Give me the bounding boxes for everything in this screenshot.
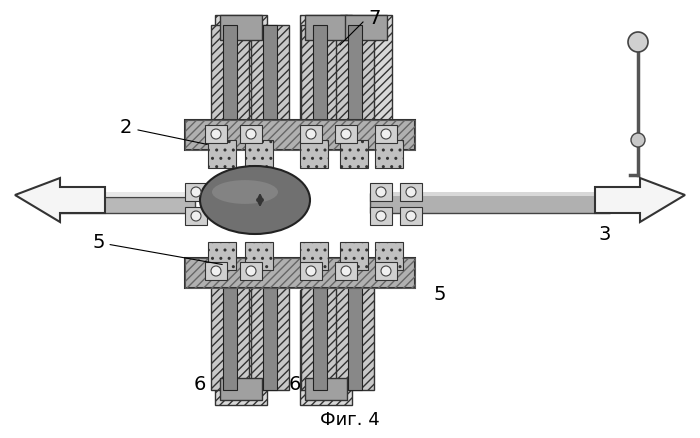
Bar <box>215 15 267 130</box>
Bar <box>251 25 289 130</box>
Text: 6: 6 <box>194 375 206 395</box>
Bar <box>348 270 362 390</box>
Bar <box>185 120 415 150</box>
Bar <box>185 258 415 288</box>
Bar <box>245 242 273 270</box>
Circle shape <box>376 187 386 197</box>
Text: 6: 6 <box>289 375 301 395</box>
Bar <box>300 140 328 168</box>
Text: 5: 5 <box>434 286 447 304</box>
Bar <box>208 242 236 270</box>
Bar <box>301 25 339 130</box>
Circle shape <box>631 133 645 147</box>
Bar <box>208 140 236 168</box>
Circle shape <box>406 211 416 221</box>
Text: 3: 3 <box>598 226 611 244</box>
Bar <box>205 125 227 143</box>
Bar <box>336 270 374 390</box>
Circle shape <box>341 266 351 276</box>
Bar <box>370 192 610 196</box>
Bar <box>55 197 195 213</box>
Circle shape <box>406 187 416 197</box>
Bar <box>400 207 422 225</box>
Bar <box>313 25 327 130</box>
Bar <box>345 15 387 40</box>
Bar <box>375 242 403 270</box>
Bar <box>375 140 403 168</box>
Bar <box>336 25 374 130</box>
Bar <box>375 125 397 143</box>
Bar <box>375 262 397 280</box>
Bar <box>340 242 368 270</box>
Bar <box>240 125 262 143</box>
Bar <box>370 193 610 213</box>
Bar <box>605 187 623 213</box>
Bar <box>335 262 357 280</box>
Circle shape <box>306 266 316 276</box>
Bar <box>220 378 262 400</box>
Bar <box>220 15 262 40</box>
Bar <box>370 207 392 225</box>
Circle shape <box>246 129 256 139</box>
Bar <box>300 242 328 270</box>
Bar <box>55 192 195 196</box>
Bar <box>340 140 368 168</box>
Bar <box>305 15 347 40</box>
Bar <box>185 207 207 225</box>
Circle shape <box>381 129 391 139</box>
Text: 5: 5 <box>92 233 223 265</box>
Bar <box>185 120 415 150</box>
Circle shape <box>246 266 256 276</box>
Circle shape <box>628 32 648 52</box>
Bar <box>335 125 357 143</box>
Bar <box>300 290 352 405</box>
Circle shape <box>191 187 201 197</box>
Bar <box>211 25 249 130</box>
Circle shape <box>376 211 386 221</box>
Text: 7: 7 <box>369 8 382 28</box>
Bar <box>223 270 237 390</box>
Ellipse shape <box>212 180 278 204</box>
Text: 2: 2 <box>120 118 207 145</box>
Bar <box>348 25 362 130</box>
Bar <box>245 140 273 168</box>
Bar <box>205 262 227 280</box>
Circle shape <box>211 266 221 276</box>
Circle shape <box>381 266 391 276</box>
Bar <box>185 183 207 201</box>
Bar <box>263 270 277 390</box>
Ellipse shape <box>200 166 310 234</box>
Bar <box>263 25 277 130</box>
Bar <box>240 262 262 280</box>
Bar <box>305 378 347 400</box>
Bar <box>300 125 322 143</box>
Bar <box>223 25 237 130</box>
Bar <box>300 15 352 130</box>
Bar <box>215 290 267 405</box>
Bar <box>185 258 415 288</box>
Bar <box>400 183 422 201</box>
Bar <box>340 15 392 130</box>
Bar <box>251 270 289 390</box>
Polygon shape <box>595 178 685 222</box>
Circle shape <box>341 129 351 139</box>
Circle shape <box>306 129 316 139</box>
Polygon shape <box>15 178 105 222</box>
Text: Фиг. 4: Фиг. 4 <box>320 411 380 429</box>
Bar <box>300 262 322 280</box>
Bar <box>313 270 327 390</box>
Circle shape <box>191 211 201 221</box>
Bar <box>301 270 339 390</box>
Bar <box>211 270 249 390</box>
Bar <box>370 183 392 201</box>
Circle shape <box>211 129 221 139</box>
